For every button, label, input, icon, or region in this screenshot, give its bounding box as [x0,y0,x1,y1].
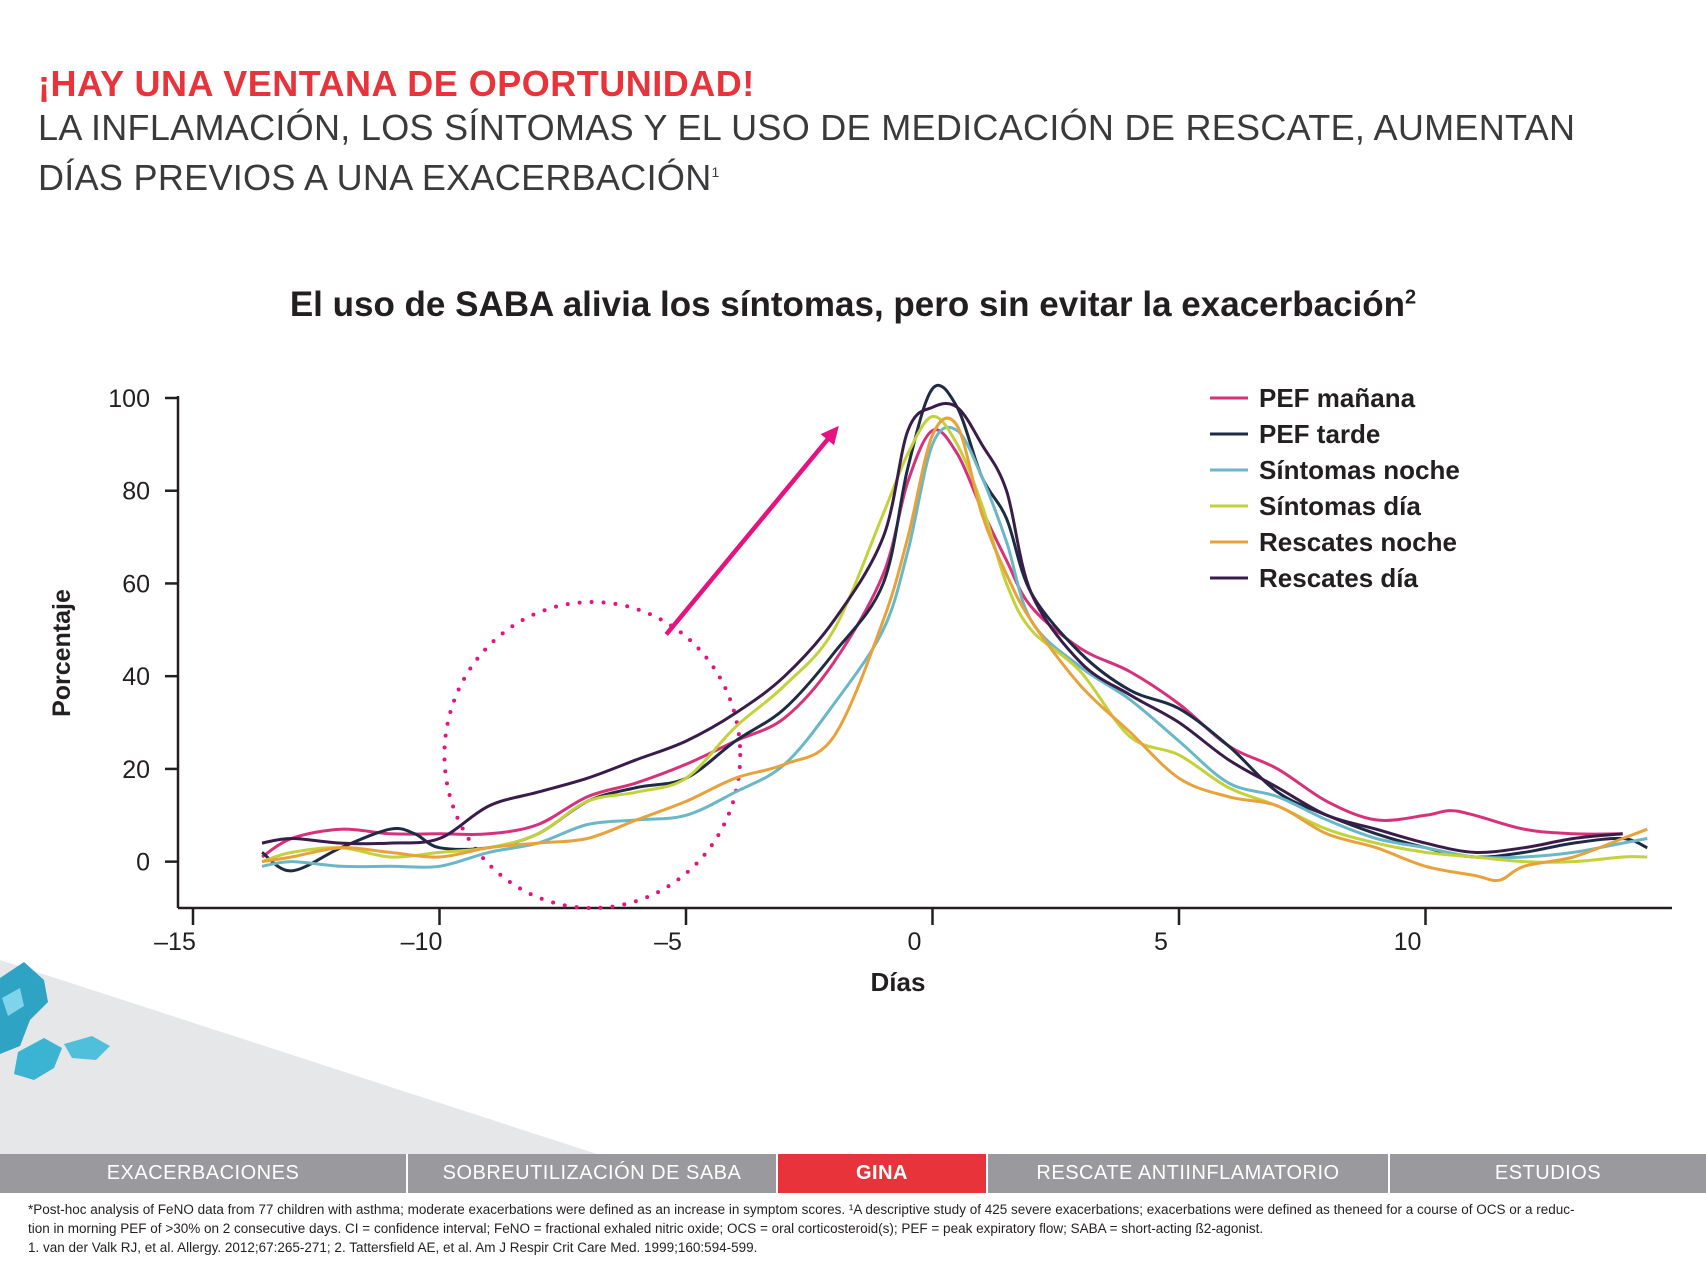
footnote-references: 1. van der Valk RJ, et al. Allergy. 2012… [28,1240,758,1255]
series-line-4 [261,416,1648,883]
subheadline-line-2-text: DÍAS PREVIOS A UNA EXACERBACIÓN [38,157,712,198]
chart-title: El uso de SABA alivia los síntomas, pero… [0,285,1706,325]
tab-sobreutilizacion-saba[interactable]: SOBREUTILIZACIÓN DE SABA [408,1154,778,1193]
series-line-0 [261,428,1623,859]
decorative-background [0,960,600,1155]
legend-label: PEF mañana [1259,383,1416,413]
x-tick-label: 10 [1394,928,1422,956]
headline: ¡HAY UNA VENTANA DE OPORTUNIDAD! [38,63,755,104]
chart-title-text: El uso de SABA alivia los síntomas, pero… [289,285,1406,324]
tab-gina[interactable]: GINA [778,1154,988,1193]
legend-label: PEF tarde [1259,419,1380,449]
annotations [442,425,839,910]
y-axis-label: Porcentaje [48,589,76,717]
series-line-2 [261,425,1648,869]
subheadline-line-1: LA INFLAMACIÓN, LOS SÍNTOMAS Y EL USO DE… [38,107,1576,148]
x-tick-label: –5 [654,928,682,956]
legend-label: Síntomas día [1259,491,1421,521]
x-tick-label: –10 [401,928,443,956]
y-tick-label: 80 [122,478,150,506]
footnote-line: tion in morning PEF of >30% on 2 consecu… [28,1221,1264,1236]
x-tick-label: 0 [908,928,922,956]
legend: PEF mañana PEF tarde Síntomas noche Síntoma… [1210,383,1460,593]
series-line-5 [261,402,1623,854]
footnote-line: *Post-hoc analysis of FeNO data from 77 … [28,1202,1575,1217]
tab-exacerbaciones[interactable]: EXACERBACIONES [0,1154,408,1193]
trend-arrow-head [820,425,839,446]
tab-estudios[interactable]: ESTUDIOS [1494,1162,1602,1184]
nav-bar: EXACERBACIONES SOBREUTILIZACIÓN DE SABA … [0,1154,1706,1193]
footnotes: *Post-hoc analysis of FeNO data from 77 … [28,1200,1678,1257]
subheadline-line-2: DÍAS PREVIOS A UNA EXACERBACIÓN1 [38,150,1678,200]
axes: 0 20 40 60 80 100 –15 –10 –5 0 5 10 Días Porcentaje [48,385,1672,997]
series-lines [261,383,1648,883]
legend-label: Rescates día [1259,563,1419,593]
legend-label: Rescates noche [1259,527,1457,557]
y-tick-label: 60 [122,570,150,598]
y-tick-label: 100 [108,385,150,413]
x-tick-label: 5 [1154,928,1168,956]
y-tick-label: 20 [122,756,150,784]
y-tick-label: 0 [136,849,150,877]
broken-inhaler-illustration [0,962,48,1054]
dotted-circle-annotation [442,600,743,910]
x-axis-label: Días [871,967,926,997]
reference-marker-1: 1 [711,164,720,180]
reference-marker-2: 2 [1405,286,1417,309]
series-line-3 [261,414,1648,864]
trend-arrow [664,433,833,636]
x-tick-label: –15 [154,928,196,956]
slide-header: ¡HAY UNA VENTANA DE OPORTUNIDAD! LA INFL… [38,62,1678,200]
y-tick-label: 40 [122,663,150,691]
tab-rescate-antiinflamatorio[interactable]: RESCATE ANTIINFLAMATORIO [988,1154,1390,1193]
legend-label: Síntomas noche [1259,455,1460,485]
